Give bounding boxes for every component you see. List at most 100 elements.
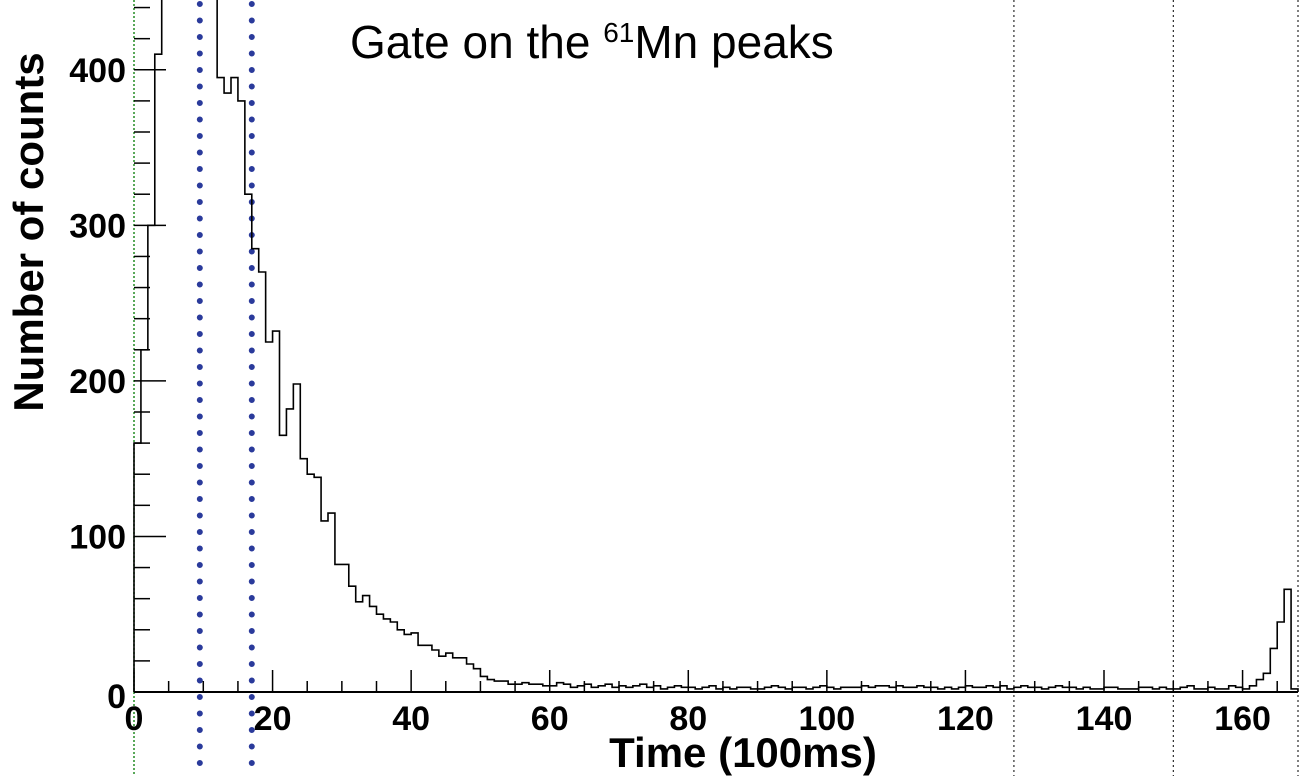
histogram-bin — [785, 689, 792, 692]
histogram-bin — [841, 687, 848, 692]
histogram-bin — [1076, 689, 1083, 692]
y-axis-label: Number of counts — [5, 52, 52, 411]
y-tick-label: 400 — [69, 52, 126, 90]
chart-title: Gate on the 61Mn peaks — [350, 16, 834, 68]
histogram-bin — [598, 686, 605, 692]
histogram-bin — [924, 687, 931, 692]
histogram-bin — [273, 331, 280, 692]
histogram-bin — [1229, 686, 1236, 692]
histogram-bin — [972, 687, 979, 692]
histogram-bin — [1069, 687, 1076, 692]
histogram-bin — [162, 0, 169, 692]
histogram-bin — [238, 101, 245, 692]
histogram-bin — [771, 686, 778, 692]
histogram-bin — [550, 686, 557, 692]
histogram-bin — [328, 513, 335, 692]
histogram-bin — [231, 78, 238, 692]
histogram-bin — [910, 687, 917, 692]
histogram-bin — [446, 653, 453, 692]
histogram-bin — [806, 689, 813, 692]
histogram-bin — [1042, 689, 1049, 692]
histogram-bin — [1222, 689, 1229, 692]
histogram-bin — [349, 586, 356, 692]
histogram-bin — [224, 93, 231, 692]
histogram-bin — [723, 687, 730, 692]
histogram-bin — [363, 596, 370, 692]
histogram-bin — [605, 684, 612, 692]
x-tick-label: 140 — [1076, 700, 1133, 738]
histogram-bin — [965, 686, 972, 692]
histogram-bin — [647, 687, 654, 692]
histogram-bin — [356, 602, 363, 692]
histogram-bin — [1056, 686, 1063, 692]
histogram-bin — [383, 619, 390, 692]
histogram-bin — [418, 645, 425, 692]
histogram-bin — [661, 689, 668, 692]
histogram-bin — [862, 686, 869, 692]
histogram-bin — [176, 0, 183, 692]
histogram-bin — [169, 0, 176, 692]
histogram-bin — [882, 686, 889, 692]
histogram-bin — [668, 687, 675, 692]
histogram-bin — [1125, 689, 1132, 692]
histogram-bin — [474, 669, 481, 692]
histogram-bin — [1104, 687, 1111, 692]
histogram-bin — [1201, 689, 1208, 692]
histogram-bin — [654, 686, 661, 692]
histogram-bin — [480, 676, 487, 692]
histogram-bin — [536, 684, 543, 692]
histogram-bin — [1180, 687, 1187, 692]
histogram-bin — [848, 687, 855, 692]
histogram-bin — [917, 686, 924, 692]
x-tick-label: 40 — [392, 700, 430, 738]
histogram-outline — [133, 0, 1299, 692]
histogram-bin — [557, 683, 564, 692]
histogram-bin — [1173, 689, 1180, 692]
histogram-bin — [439, 656, 446, 692]
histogram-bin — [564, 684, 571, 692]
histogram-bin — [584, 684, 591, 692]
tick-labels: 0 20 40 60 80 100 120 140 160 0 100 200 300 400 — [69, 52, 1271, 738]
histogram-bin — [1090, 689, 1097, 692]
histogram-bin — [896, 686, 903, 692]
histogram-bin — [494, 681, 501, 692]
histogram-bin — [1007, 689, 1014, 692]
histogram-bin — [952, 689, 959, 692]
histogram-bin — [425, 645, 432, 692]
histogram-bin — [591, 687, 598, 692]
y-tick-label: 200 — [69, 363, 126, 401]
histogram-bin — [1256, 680, 1263, 692]
histogram-bin — [432, 650, 439, 692]
x-tick-label: 0 — [125, 700, 144, 738]
histogram-bin — [141, 350, 148, 692]
y-tick-label: 100 — [69, 518, 126, 556]
histogram-bin — [702, 687, 709, 692]
histogram-bin — [529, 684, 536, 692]
histogram-bin — [571, 687, 578, 692]
histogram-bin — [1000, 686, 1007, 692]
histogram-bin — [979, 687, 986, 692]
histogram-bin — [307, 474, 314, 692]
histogram-bin — [1159, 687, 1166, 692]
histogram-bin — [1284, 589, 1291, 692]
histogram-bin — [945, 687, 952, 692]
x-tick-label: 80 — [669, 700, 707, 738]
histogram-bin — [522, 683, 529, 692]
histogram-bin — [744, 687, 751, 692]
histogram-bin — [1028, 687, 1035, 692]
histogram-bin — [148, 225, 155, 692]
histogram-bin — [543, 686, 550, 692]
histogram-bin — [855, 687, 862, 692]
histogram-bin — [1291, 689, 1298, 692]
histogram-bin — [1243, 689, 1250, 692]
histogram-bin — [280, 435, 287, 692]
histogram-bin — [210, 0, 217, 692]
histogram-bin — [619, 686, 626, 692]
histogram-bin — [993, 687, 1000, 692]
histogram-bin — [203, 0, 210, 692]
histogram-bin — [515, 684, 522, 692]
y-tick-label: 300 — [69, 207, 126, 245]
histogram-bin — [688, 687, 695, 692]
histogram-bin — [155, 54, 162, 692]
